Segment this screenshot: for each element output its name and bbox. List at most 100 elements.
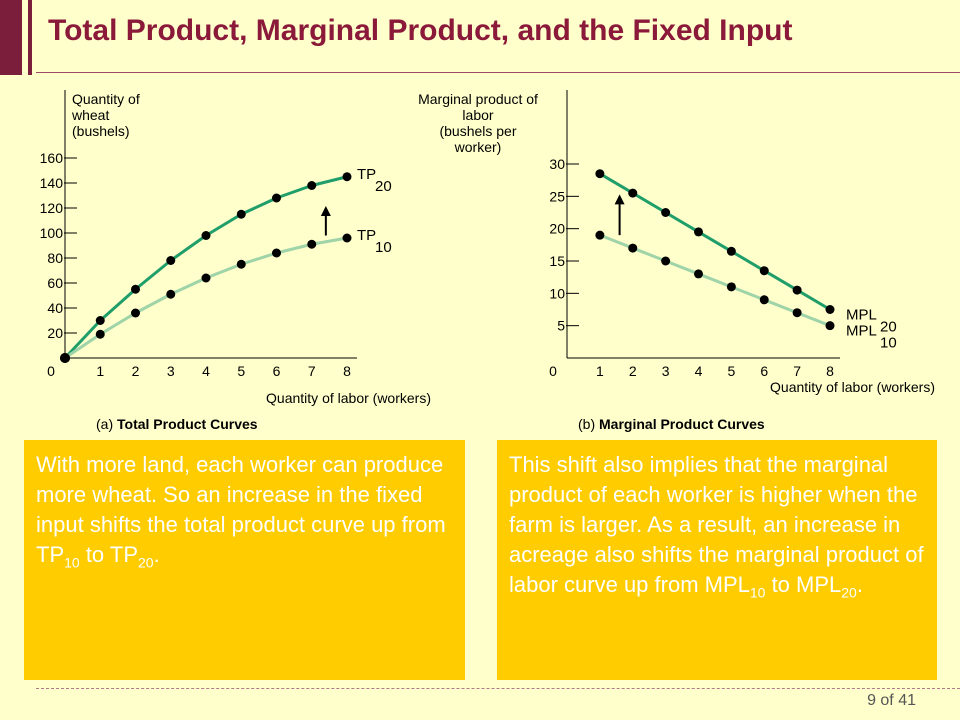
mp-panel-title: Marginal Product Curves — [599, 416, 765, 432]
a-x-tick-label: 2 — [132, 363, 140, 379]
b-series-20-point — [628, 188, 638, 198]
a-y-tick-label: 140 — [40, 175, 64, 191]
b-series-10-point — [595, 230, 605, 240]
a-y-tick-label: 80 — [47, 250, 63, 266]
a-y-tick-label: 40 — [47, 300, 63, 316]
b-shift-arrowhead — [614, 194, 625, 205]
mp-xlabel: Quantity of labor (workers) — [770, 379, 935, 395]
b-series-20-point — [792, 285, 802, 295]
b-x-tick-label: 2 — [629, 363, 637, 379]
b-x-tick-label: 4 — [695, 363, 703, 379]
b-series-20-name: MPL — [846, 307, 877, 324]
a-series-10-point — [60, 353, 70, 363]
b-x-tick-label: 3 — [662, 363, 670, 379]
tp-ylabel-line-3: (bushels) — [72, 123, 130, 139]
mp-explanation-box: This shift also implies that the margina… — [497, 440, 937, 680]
a-y-tick-label: 60 — [47, 275, 63, 291]
mp-panel-prefix: (b) — [578, 416, 595, 432]
b-series-10-name: MPL — [846, 323, 877, 340]
b-y-tick-label: 10 — [549, 285, 565, 301]
a-series-10-point — [95, 329, 105, 339]
tp-text-part-2: to TP — [79, 541, 138, 567]
mp-ylabel-line-2: labor — [462, 107, 493, 123]
a-x-tick-label: 6 — [273, 363, 281, 379]
mp-ylabel-line-3: (bushels per — [439, 123, 516, 139]
a-series-10-point — [342, 233, 352, 243]
b-x-tick-label: 1 — [596, 363, 604, 379]
b-y-tick-label: 5 — [557, 318, 565, 334]
accent-bar-inner — [28, 0, 32, 75]
b-series-20-point — [694, 227, 703, 237]
a-series-20-point — [272, 193, 281, 203]
a-series-20-name: TP — [357, 166, 376, 183]
b-x-tick-label: 7 — [793, 363, 801, 379]
page-number: 9 of 41 — [867, 692, 916, 709]
slide-title: Total Product, Marginal Product, and the… — [48, 14, 793, 47]
a-series-10-line — [64, 236, 348, 360]
tp-text-sub-2: 20 — [138, 554, 154, 571]
accent-bar-outer — [0, 0, 22, 75]
a-x-tick-label: 1 — [96, 363, 104, 379]
footer-divider — [36, 688, 960, 689]
tp-explanation-box: With more land, each worker can produce … — [24, 440, 465, 680]
a-y-tick-label: 20 — [47, 325, 63, 341]
a-y-tick-label: 120 — [40, 200, 64, 216]
a-y-tick-label: 160 — [40, 150, 64, 166]
b-y-tick-label: 30 — [549, 156, 565, 172]
b-series-10-point — [694, 269, 703, 279]
mp-text-part-1: This shift also implies that the margina… — [509, 452, 924, 597]
mp-text-part-2: to MPL — [765, 571, 842, 597]
b-x-tick-label: 8 — [826, 363, 834, 379]
mp-text-sub-2: 20 — [841, 584, 857, 601]
a-x-tick-label: 4 — [202, 363, 210, 379]
a-x-tick-label: 5 — [237, 363, 245, 379]
b-series-10-line — [599, 233, 831, 328]
a-series-20-point — [342, 172, 352, 182]
b-series-20-point — [726, 246, 736, 256]
b-series-10-point — [825, 321, 835, 331]
a-series-10-point — [131, 308, 140, 318]
mp-text-sub-1: 10 — [749, 584, 766, 601]
b-series-10-subscript: 10 — [880, 335, 897, 352]
a-y-tick-label: 100 — [40, 225, 64, 241]
a-series-10-point — [236, 259, 246, 269]
a-series-20-point — [236, 209, 246, 219]
a-series-20-subscript: 20 — [375, 178, 392, 195]
mp-explanation-text: This shift also implies that the margina… — [509, 452, 924, 601]
a-series-10-point — [201, 273, 211, 283]
a-x-tick-label: 3 — [167, 363, 175, 379]
b-series-20-line — [599, 172, 831, 311]
a-x-tick-label: 0 — [47, 363, 55, 379]
b-series-20-point — [825, 305, 835, 314]
tp-ylabel-line-1: Quantity of — [72, 91, 140, 107]
tp-panel-caption: (a) Total Product Curves — [96, 416, 258, 432]
mp-text-part-3: . — [856, 571, 863, 597]
tp-ylabel-line-2: wheat — [71, 107, 109, 123]
a-series-10-point — [272, 248, 281, 258]
total-product-chart: Quantity of wheat (bushels) 204060801001… — [40, 90, 431, 432]
a-series-10-point — [307, 239, 317, 249]
a-series-20-point — [201, 231, 211, 240]
tp-panel-prefix: (a) — [96, 416, 113, 432]
a-series-20-point — [307, 181, 317, 190]
tp-text-sub-1: 10 — [64, 554, 80, 571]
b-series-10-point — [661, 256, 671, 266]
b-series-10-point — [726, 282, 736, 292]
a-series-10-subscript: 10 — [375, 239, 392, 256]
a-series-20-point — [131, 284, 140, 294]
title-divider — [36, 72, 960, 73]
a-series-20-point — [95, 316, 105, 325]
b-x-tick-label: 6 — [760, 363, 768, 379]
mp-ylabel-line-1: Marginal product of — [418, 91, 538, 107]
b-y-tick-label: 15 — [549, 253, 565, 269]
b-series-20-point — [661, 208, 671, 217]
b-series-10-point — [759, 295, 769, 305]
a-series-10-point — [166, 289, 176, 299]
b-series-20-point — [759, 266, 769, 276]
mp-panel-caption: (b) Marginal Product Curves — [578, 416, 765, 432]
a-series-20-point — [166, 256, 176, 265]
a-x-tick-label: 8 — [343, 363, 351, 379]
b-x-tick-label: 5 — [727, 363, 735, 379]
b-y-tick-label: 20 — [549, 221, 565, 237]
